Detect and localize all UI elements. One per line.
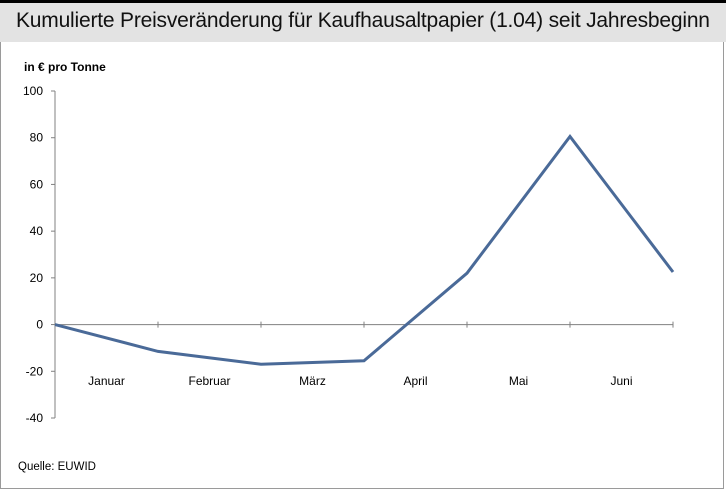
y-tick-label: 100 bbox=[23, 84, 43, 98]
data-point bbox=[672, 271, 675, 274]
y-tick-label: 0 bbox=[36, 318, 43, 332]
y-tick-label: 40 bbox=[30, 224, 44, 238]
chart-title: Kumulierte Preisveränderung für Kaufhaus… bbox=[16, 9, 710, 32]
title-bar: Kumulierte Preisveränderung für Kaufhaus… bbox=[0, 0, 726, 42]
x-tick-label: Februar bbox=[188, 374, 230, 388]
data-point bbox=[363, 359, 366, 362]
x-tick-label: März bbox=[299, 374, 326, 388]
data-point bbox=[157, 350, 160, 353]
y-tick-label: -40 bbox=[26, 411, 44, 425]
data-point bbox=[260, 363, 263, 366]
data-point bbox=[569, 135, 572, 138]
x-tick-label: Januar bbox=[88, 374, 125, 388]
y-tick-label: -20 bbox=[26, 364, 44, 378]
x-tick-label: April bbox=[403, 374, 427, 388]
data-point bbox=[54, 323, 57, 326]
series-line bbox=[54, 134, 675, 366]
y-tick-label: 80 bbox=[30, 131, 44, 145]
source-note: Quelle: EUWID bbox=[18, 461, 96, 473]
data-point bbox=[466, 272, 469, 275]
x-tick-label: Mai bbox=[509, 374, 528, 388]
y-tick-label: 20 bbox=[30, 271, 44, 285]
y-axis-unit-label: in € pro Tonne bbox=[24, 60, 106, 74]
x-tick-label: Juni bbox=[610, 374, 632, 388]
y-tick-label: 60 bbox=[30, 177, 44, 191]
